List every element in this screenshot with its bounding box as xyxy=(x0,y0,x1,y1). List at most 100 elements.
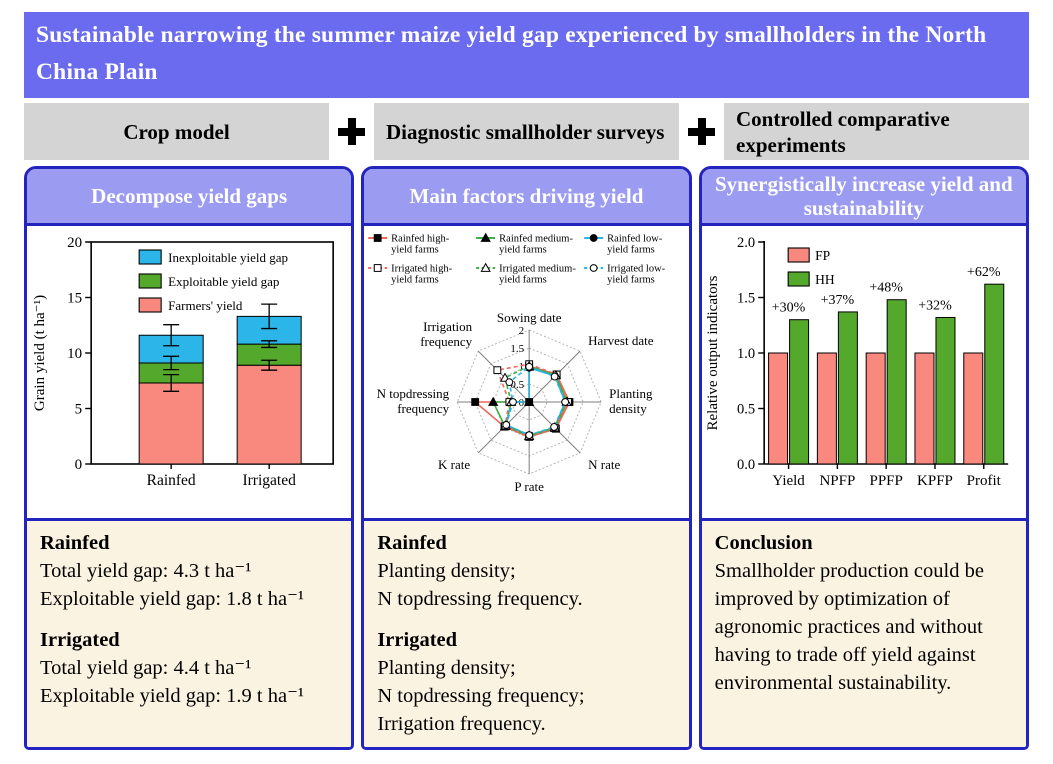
note-group-irrigated: Irrigated Total yield gap: 4.4 t ha⁻¹ Ex… xyxy=(40,627,338,711)
note-heading: Irrigated xyxy=(377,628,458,651)
figure: Sustainable narrowing the summer maize y… xyxy=(24,12,1029,751)
svg-text:yield farms: yield farms xyxy=(391,245,439,256)
svg-text:NPFP: NPFP xyxy=(819,473,855,489)
plus-icon xyxy=(688,118,715,146)
svg-text:Harvest date: Harvest date xyxy=(588,333,654,348)
svg-text:yield farms: yield farms xyxy=(499,275,547,286)
yield-gap-stacked-bar-chart: 0 5 10 15 20 Grain yield (t ha⁻¹) Rainfed Irrig… xyxy=(32,235,334,489)
svg-text:yield farms: yield farms xyxy=(607,245,655,256)
svg-text:yield farms: yield farms xyxy=(607,275,655,286)
svg-text:0.0: 0.0 xyxy=(737,457,755,473)
method-box-experiments: Controlled comparative experiments xyxy=(724,103,1029,161)
note-heading: Irrigated xyxy=(40,628,120,651)
svg-text:yield farms: yield farms xyxy=(499,245,547,256)
figure-title: Sustainable narrowing the summer maize y… xyxy=(24,12,1029,99)
panel-synergy: Synergistically increase yield and susta… xyxy=(698,166,1029,751)
svg-text:yield farms: yield farms xyxy=(391,275,439,286)
svg-text:+32%: +32% xyxy=(918,299,952,314)
note-group-rainfed: Rainfed Planting density; N topdressing … xyxy=(377,530,675,614)
svg-text:Planting: Planting xyxy=(609,386,653,401)
panels-row: Decompose yield gaps 0 5 10 15 20 Grain yield… xyxy=(24,166,1029,751)
svg-text:Inexploitable yield gap: Inexploitable yield gap xyxy=(168,250,288,265)
svg-text:0.5: 0.5 xyxy=(511,379,525,391)
svg-text:Irrigated medium-: Irrigated medium- xyxy=(499,264,576,275)
note-line: N topdressing frequency. xyxy=(377,588,583,610)
conclusion-notes: Conclusion Smallholder production could … xyxy=(701,518,1026,748)
methods-row: Crop model Diagnostic smallholder survey… xyxy=(24,103,1029,161)
svg-text:Irrigated high-: Irrigated high- xyxy=(391,264,452,275)
radar-chart-area: Rainfed high-yield farms Rainfed medium-y… xyxy=(364,226,689,519)
note-heading: Rainfed xyxy=(377,532,447,555)
panel-header-synergy: Synergistically increase yield and susta… xyxy=(701,169,1026,227)
yield-gap-notes: Rainfed Total yield gap: 4.3 t ha⁻¹ Expl… xyxy=(27,518,352,748)
svg-text:Sowing date: Sowing date xyxy=(497,310,562,325)
method-box-crop-model: Crop model xyxy=(24,103,329,161)
svg-text:N rate: N rate xyxy=(588,457,620,472)
note-line: Total yield gap: 4.4 t ha⁻¹ xyxy=(40,656,252,679)
svg-text:Rainfed low-: Rainfed low- xyxy=(607,234,663,245)
svg-text:1.0: 1.0 xyxy=(737,346,755,362)
svg-text:Rainfed: Rainfed xyxy=(147,472,196,489)
note-line: Exploitable yield gap: 1.8 t ha⁻¹ xyxy=(40,588,305,610)
svg-text:KPFP: KPFP xyxy=(917,473,953,489)
note-group-rainfed: Rainfed Total yield gap: 4.3 t ha⁻¹ Expl… xyxy=(40,530,338,614)
plus-cell xyxy=(679,103,724,161)
note-line: Planting density; xyxy=(377,560,516,583)
svg-text:FP: FP xyxy=(815,248,830,263)
svg-text:15: 15 xyxy=(67,291,82,307)
svg-text:2.0: 2.0 xyxy=(737,235,755,251)
svg-text:+48%: +48% xyxy=(869,281,903,296)
svg-text:Irrigation: Irrigation xyxy=(423,319,473,334)
note-line: Irrigation frequency. xyxy=(377,712,546,735)
svg-text:P rate: P rate xyxy=(515,479,545,494)
svg-text:Relative output indicators: Relative output indicators xyxy=(705,276,721,431)
note-paragraph: Smallholder production could be improved… xyxy=(714,560,984,694)
svg-text:0.5: 0.5 xyxy=(737,402,755,418)
method-label: Diagnostic smallholder surveys xyxy=(386,119,665,144)
svg-text:frequency: frequency xyxy=(398,401,450,416)
panel-driving-factors: Main factors driving yield Rainfed high-… xyxy=(361,166,692,751)
output-indicators-bar-chart: 0.0 0.5 1.0 1.5 2.0 Relative output indicator… xyxy=(705,235,1008,489)
svg-text:Rainfed high-: Rainfed high- xyxy=(391,234,450,245)
svg-text:0: 0 xyxy=(75,457,83,473)
note-heading: Rainfed xyxy=(40,532,110,555)
svg-text:1.5: 1.5 xyxy=(737,291,755,307)
note-group-irrigated: Irrigated Planting density; N topdressin… xyxy=(377,627,675,739)
svg-text:Exploitable yield gap: Exploitable yield gap xyxy=(168,274,279,289)
svg-text:5: 5 xyxy=(75,402,83,418)
note-line: Planting density; xyxy=(377,656,516,679)
svg-text:Irrigated: Irrigated xyxy=(242,472,296,489)
svg-text:0: 0 xyxy=(519,397,525,409)
svg-text:+30%: +30% xyxy=(771,301,805,316)
yield-gap-chart-area: 0 5 10 15 20 Grain yield (t ha⁻¹) Rainfed Irrig… xyxy=(27,226,352,519)
note-group-conclusion: Conclusion Smallholder production could … xyxy=(715,530,1013,697)
note-line: Total yield gap: 4.3 t ha⁻¹ xyxy=(40,560,252,583)
note-line: Exploitable yield gap: 1.9 t ha⁻¹ xyxy=(40,684,305,707)
note-heading: Conclusion xyxy=(714,532,813,555)
panel-yield-gaps: Decompose yield gaps 0 5 10 15 20 Grain yield… xyxy=(24,166,355,751)
output-indicator-chart-area: 0.0 0.5 1.0 1.5 2.0 Relative output indicator… xyxy=(701,226,1026,519)
svg-text:+62%: +62% xyxy=(967,265,1001,280)
svg-text:Yield: Yield xyxy=(772,473,805,489)
svg-text:PPFP: PPFP xyxy=(869,473,902,489)
svg-text:Profit: Profit xyxy=(966,473,1001,489)
svg-text:Grain yield (t ha⁻¹): Grain yield (t ha⁻¹) xyxy=(32,295,48,411)
driving-factor-notes: Rainfed Planting density; N topdressing … xyxy=(364,518,689,748)
method-label: Crop model xyxy=(123,119,230,144)
panel-header-yield-gaps: Decompose yield gaps xyxy=(27,169,352,227)
method-box-surveys: Diagnostic smallholder surveys xyxy=(374,103,679,161)
svg-text:10: 10 xyxy=(67,346,82,362)
svg-text:K rate: K rate xyxy=(438,457,470,472)
svg-text:HH: HH xyxy=(815,272,835,287)
svg-text:20: 20 xyxy=(67,235,82,251)
svg-text:1.5: 1.5 xyxy=(511,343,525,355)
svg-text:density: density xyxy=(609,401,647,416)
svg-text:Farmers' yield: Farmers' yield xyxy=(168,298,243,313)
svg-text:N topdressing: N topdressing xyxy=(377,386,450,401)
svg-text:frequency: frequency xyxy=(421,334,473,349)
svg-text:Rainfed medium-: Rainfed medium- xyxy=(499,234,573,245)
plus-icon xyxy=(338,118,365,146)
plus-cell xyxy=(329,103,374,161)
svg-text:1: 1 xyxy=(519,361,525,373)
